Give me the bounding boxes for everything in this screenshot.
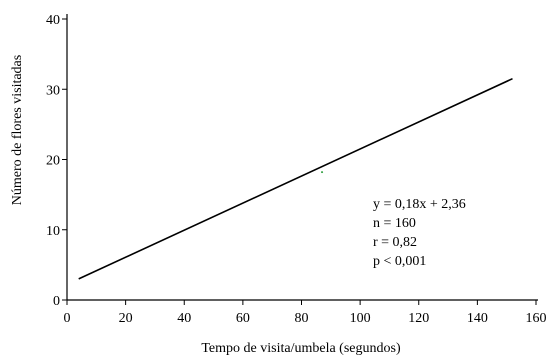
annotation-line: r = 0,82 — [373, 235, 417, 250]
x-tick-label: 80 — [295, 311, 309, 326]
x-tick-label: 100 — [350, 311, 371, 326]
x-tick-label: 120 — [408, 311, 429, 326]
x-tick-label: 60 — [236, 311, 250, 326]
x-tick-label: 0 — [64, 311, 71, 326]
x-axis-title: Tempo de visita/umbela (segundos) — [201, 341, 401, 356]
data-point — [321, 171, 324, 174]
annotation-line: n = 160 — [373, 216, 416, 231]
x-tick-label: 140 — [467, 311, 488, 326]
annotation-line: y = 0,18x + 2,36 — [373, 197, 466, 212]
x-tick-label: 40 — [177, 311, 191, 326]
x-tick-label: 160 — [526, 311, 547, 326]
x-tick-label: 20 — [119, 311, 133, 326]
y-tick-label: 40 — [46, 13, 60, 28]
axes — [66, 14, 538, 301]
y-tick-label: 10 — [46, 224, 60, 239]
ticks: 0 20 40 60 80 100 120 140 160 0 10 20 30 40 — [46, 13, 547, 326]
y-axis-title: Número de flores visitadas — [10, 55, 25, 205]
y-tick-label: 30 — [46, 83, 60, 98]
y-tick-label: 0 — [53, 294, 60, 309]
annotation-line: p < 0,001 — [373, 254, 426, 269]
series — [78, 77, 513, 280]
regression-line — [78, 77, 513, 280]
y-tick-label: 20 — [46, 154, 60, 169]
annotations: y = 0,18x + 2,36 n = 160 r = 0,82 p < 0,001 — [373, 197, 466, 269]
